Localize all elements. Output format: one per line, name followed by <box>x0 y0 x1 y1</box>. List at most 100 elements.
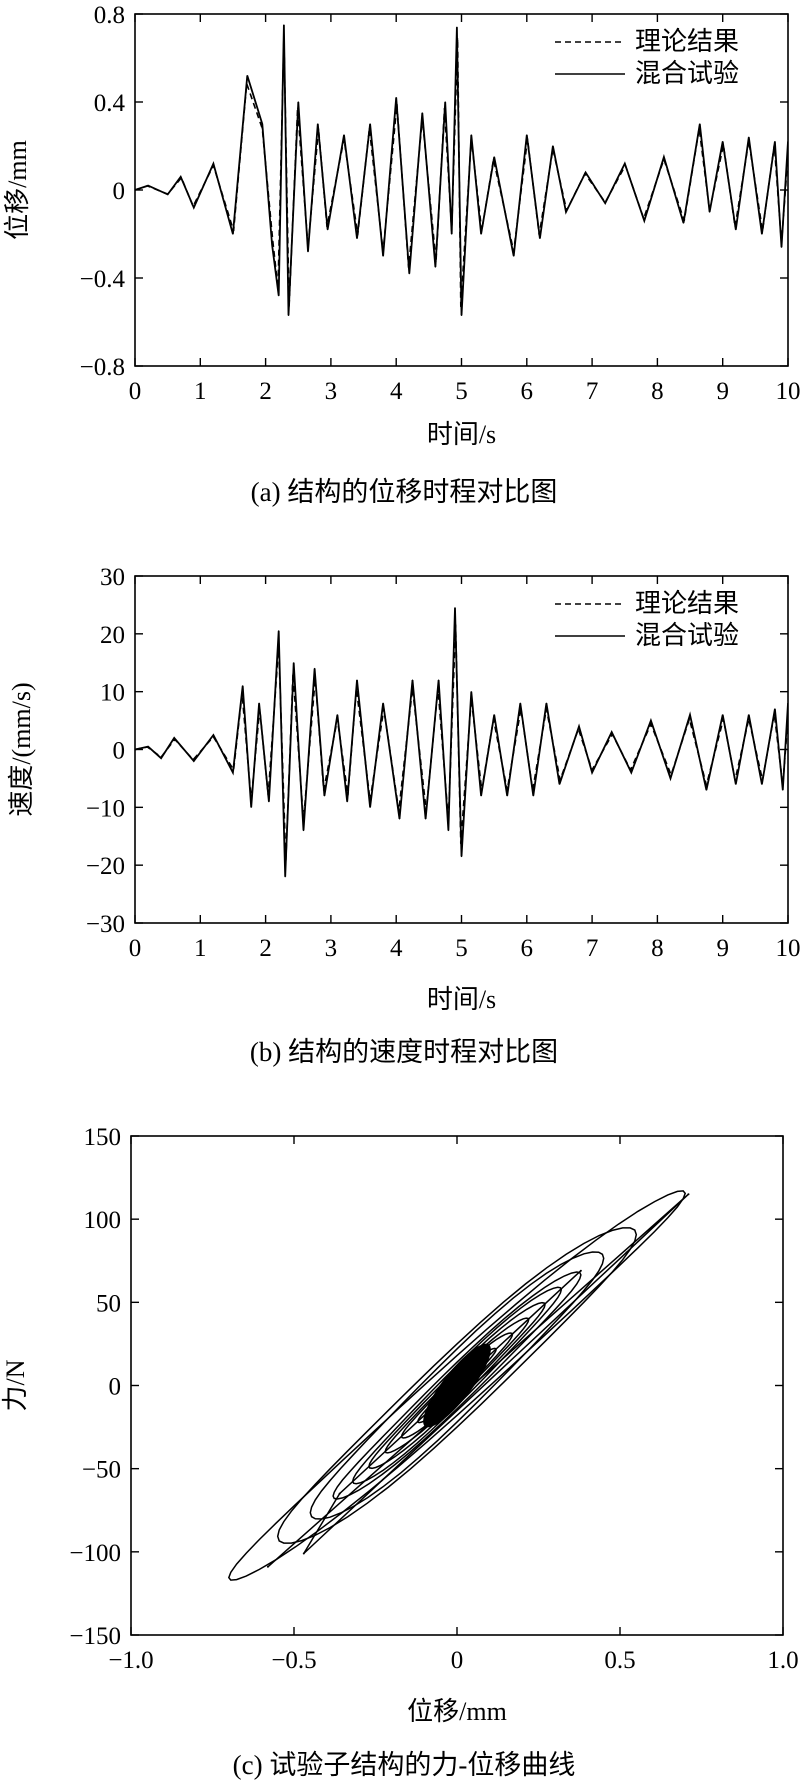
data-point <box>212 163 214 165</box>
data-point <box>578 725 580 727</box>
hysteresis-loop <box>276 1227 638 1544</box>
data-point <box>558 783 561 785</box>
data-point <box>748 136 750 138</box>
y-tick-label: 0.4 <box>94 90 126 117</box>
x-tick-label: 7 <box>586 378 599 405</box>
data-point <box>356 679 358 681</box>
data-point <box>232 233 234 235</box>
data-point <box>398 818 401 820</box>
data-point <box>356 237 358 239</box>
data-point <box>268 801 270 803</box>
data-point <box>147 185 149 187</box>
x-tick-label: 10 <box>776 935 801 962</box>
y-tick-label: −20 <box>86 853 125 880</box>
data-point <box>650 720 652 722</box>
x-tick-label: 8 <box>651 935 664 962</box>
data-point <box>663 156 665 158</box>
y-tick-label: 0 <box>113 178 126 205</box>
data-point <box>343 134 345 136</box>
x-tick-label: 10 <box>776 378 801 405</box>
hysteresis-loop <box>309 1251 605 1520</box>
data-point <box>591 772 593 774</box>
data-point <box>425 818 427 820</box>
y-axis-title: 力/N <box>1 1359 30 1411</box>
data-point <box>434 266 436 268</box>
data-point <box>513 255 515 257</box>
x-tick-label: 0.5 <box>604 1647 635 1674</box>
y-tick-label: 20 <box>100 622 125 649</box>
y-tick-label: −30 <box>86 911 125 938</box>
x-tick-label: 0 <box>129 378 142 405</box>
data-point <box>470 134 472 136</box>
data-point <box>232 772 234 774</box>
data-point <box>539 237 541 239</box>
y-tick-label: −100 <box>69 1540 121 1567</box>
series-group <box>135 24 788 316</box>
data-point <box>242 685 244 687</box>
data-point <box>160 757 162 759</box>
data-point <box>460 314 463 316</box>
y-tick-label: 0.8 <box>94 2 125 29</box>
x-tick-label: 7 <box>586 935 599 962</box>
y-tick-label: −150 <box>69 1623 121 1650</box>
data-point <box>266 1565 269 1568</box>
data-point <box>774 708 776 710</box>
data-point <box>246 75 248 77</box>
x-tick-label: 4 <box>390 935 403 962</box>
x-tick-label: 6 <box>521 378 534 405</box>
data-point <box>314 667 316 670</box>
x-axis-title: 时间/s <box>427 420 496 449</box>
velocity-chart-caption: (b) 结构的速度时程对比图 <box>249 1037 559 1067</box>
data-point <box>382 255 384 257</box>
data-point <box>682 222 685 224</box>
data-point <box>722 714 724 716</box>
data-point <box>579 1269 582 1272</box>
data-point <box>604 202 606 204</box>
data-point <box>212 734 214 736</box>
y-tick-label: 0 <box>109 1374 122 1401</box>
data-point <box>278 630 280 632</box>
y-axis-title: 位移/mm <box>3 140 32 240</box>
x-tick-label: 2 <box>259 378 272 405</box>
data-point <box>470 691 472 693</box>
data-point <box>297 101 299 103</box>
x-tick-label: 0 <box>129 935 142 962</box>
force-displacement-chart: −1.0 −0.5 0 0.5 1.0 150 100 50 0 −50 −100 −150 位移/mm… <box>1 1124 799 1726</box>
data-point <box>408 273 410 275</box>
data-point <box>193 760 195 762</box>
series-line-hybrid-test <box>135 607 788 877</box>
data-point <box>761 233 763 235</box>
y-tick-label: −50 <box>82 1457 121 1484</box>
data-point <box>624 163 626 165</box>
data-point <box>135 748 136 751</box>
data-point <box>689 714 691 716</box>
data-point <box>705 789 708 791</box>
x-axis-title: 时间/s <box>427 985 496 1014</box>
data-point <box>585 171 587 173</box>
y-tick-label: −0.8 <box>80 354 125 381</box>
y-axis-title: 速度/(mm/s) <box>7 682 36 816</box>
velocity-chart-panel: 0 1 2 3 4 5 6 7 8 9 10 30 20 10 0 −10 −20 −30 时间/s 速度/(mm/s… <box>0 560 808 1090</box>
x-tick-label: 3 <box>325 935 338 962</box>
x-tick-label: −1.0 <box>108 1647 153 1674</box>
data-point <box>382 702 384 704</box>
hysteresis-envelope <box>267 1193 689 1568</box>
data-point <box>173 737 175 739</box>
data-point <box>735 783 737 785</box>
data-point <box>526 134 528 136</box>
data-point <box>532 795 534 797</box>
data-point <box>565 211 567 213</box>
data-point <box>761 783 763 785</box>
y-tick-label: 50 <box>96 1290 121 1317</box>
data-point <box>630 772 632 774</box>
x-tick-label: 2 <box>259 935 272 962</box>
displacement-chart: 0 1 2 3 4 5 6 7 8 9 10 0.8 0.4 0 −0.4 −0.8 时间/s 位移/mm 理论结果… <box>3 2 801 449</box>
data-point <box>699 123 701 125</box>
data-point <box>307 251 309 253</box>
data-point <box>447 829 449 832</box>
data-point <box>480 233 482 235</box>
data-point <box>787 702 788 704</box>
legend-label: 理论结果 <box>635 27 739 56</box>
